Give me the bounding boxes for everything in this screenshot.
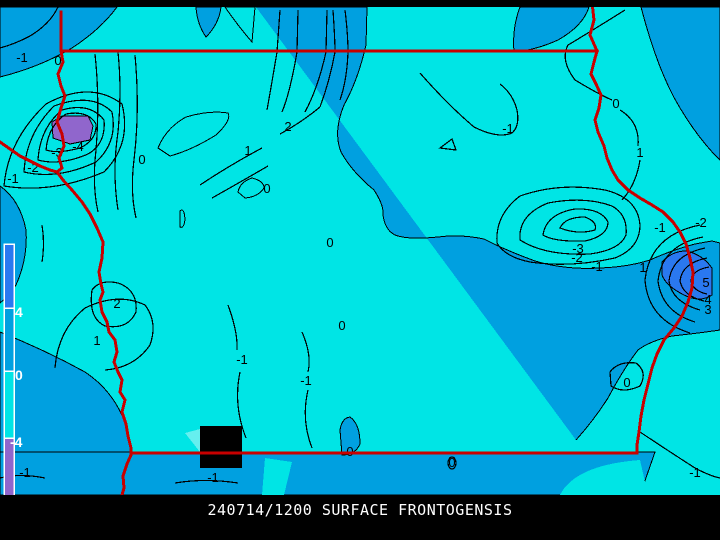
contour-label: -1	[19, 465, 31, 480]
contour-label: -4	[72, 139, 84, 154]
contour-label: -3	[572, 241, 584, 256]
border-west-river	[54, 49, 133, 497]
contour-label: -2	[27, 160, 39, 175]
top-black-strip	[0, 0, 720, 7]
contour-label: -1	[16, 50, 28, 65]
contour-label: -1	[300, 373, 312, 388]
colorbar-labels: 4 0 -4	[10, 304, 23, 450]
contour-label: 0	[54, 53, 61, 68]
contour-label: 0	[338, 318, 345, 333]
contour-label: -1	[7, 171, 19, 186]
contour-label: -1	[502, 121, 514, 136]
colorbar-ticks	[4, 307, 14, 439]
contour-label: 1	[93, 333, 100, 348]
colorbar-label: 4	[15, 304, 23, 320]
light-cyan-patch	[185, 429, 200, 452]
contour-label: 2	[284, 119, 291, 134]
contour-label: -1	[236, 352, 248, 367]
contour-label: -1	[654, 220, 666, 235]
cyan-bottom-patch	[262, 458, 292, 495]
contour-label: 4	[704, 292, 711, 307]
cyan-bottom-patch-2	[560, 460, 648, 495]
contour-lines	[0, 6, 720, 484]
contour-label: 0	[138, 152, 145, 167]
map-title: 240714/1200 SURFACE FRONTOGENSIS	[207, 501, 513, 519]
contour-label: 1	[636, 145, 643, 160]
border-east-river	[589, 49, 695, 455]
contour-label: 3	[704, 302, 711, 317]
contour-label: 0	[326, 235, 333, 250]
contour-label: 0	[612, 96, 619, 111]
colorbar-label: -4	[10, 434, 23, 450]
cyan-holes	[157, 6, 265, 228]
colorbar: 4 0 -4	[3, 243, 23, 507]
contour-label: 1	[639, 260, 646, 275]
state-borders	[0, 0, 695, 497]
contour-label: 5	[702, 275, 709, 290]
contour-label: 0	[263, 181, 270, 196]
contour-label: -1	[689, 465, 701, 480]
colorbar-label: 0	[15, 367, 23, 383]
contour-label: -1	[591, 259, 603, 274]
contour-label: 1	[244, 143, 251, 158]
border-ne-extension	[588, 0, 599, 53]
black-data-block	[200, 426, 242, 468]
colorbar-segment--4-0	[4, 371, 14, 438]
colorbar-segment-0-4	[4, 308, 14, 371]
royal-blue-max-patch	[661, 250, 713, 300]
contour-label: 0	[623, 375, 630, 390]
border-west-tributary	[0, 140, 59, 174]
colorbar-segment-above-4	[4, 244, 14, 308]
contour-label: -2	[695, 215, 707, 230]
contour-label: 2	[113, 296, 120, 311]
contour-label: -3	[51, 145, 63, 160]
colorbar-segment-below--4	[4, 438, 14, 506]
contour-label: -2	[571, 250, 583, 265]
contour-label: -1	[207, 470, 219, 485]
contour-label: 0	[448, 455, 455, 470]
title-bar: 240714/1200 SURFACE FRONTOGENSIS	[0, 495, 720, 540]
